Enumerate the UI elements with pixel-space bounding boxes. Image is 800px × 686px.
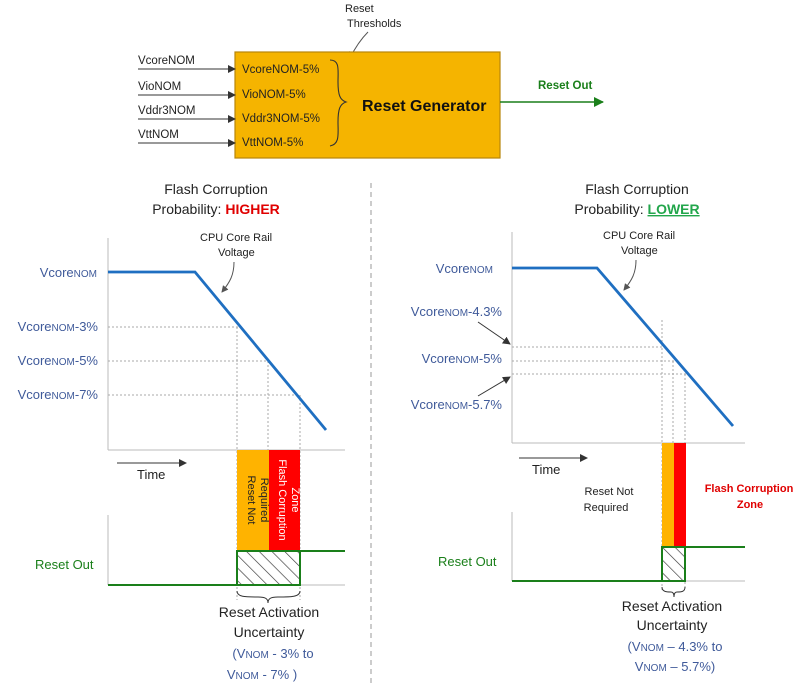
right-panel: Flash Corruption Probability: LOWER CPU …	[411, 181, 794, 674]
left-zone-not-required-line2: Required	[258, 478, 270, 523]
right-zone-not-required	[662, 443, 674, 546]
right-zone-corruption-line1: Flash Corruption	[705, 483, 794, 495]
left-heading-line1: Flash Corruption	[164, 181, 268, 197]
left-uncertainty-brace	[236, 590, 301, 604]
left-heading-line2: Probability: HIGHER	[152, 201, 280, 217]
right-curve-note-line1: CPU Core Rail	[603, 230, 675, 242]
threshold-vcore: VcoreNOM-5%	[242, 64, 319, 76]
left-range-line2: VNOM - 7% )	[227, 667, 297, 682]
left-level-3pct: VcoreNOM-3%	[18, 319, 99, 334]
input-label-vcore: VcoreNOM	[138, 55, 195, 67]
threshold-vtt: VttNOM-5%	[242, 137, 303, 149]
right-zone-corruption	[674, 443, 686, 546]
right-range-line2: VNOM – 5.7%)	[635, 659, 715, 674]
right-uncertainty-line1: Reset Activation	[622, 598, 722, 614]
left-level-5pct: VcoreNOM-5%	[18, 353, 99, 368]
left-uncertainty-hatch	[236, 550, 301, 586]
right-level-57pct: VcoreNOM-5.7%	[411, 397, 503, 412]
right-range-line1: (VNOM – 4.3% to	[628, 639, 723, 654]
reset-thresholds-note-line2: Thresholds	[347, 18, 402, 30]
reset-out-label-top: Reset Out	[538, 80, 592, 92]
left-range-line1: (VNOM - 3% to	[232, 646, 313, 661]
left-panel: Flash Corruption Probability: HIGHER CPU…	[18, 181, 345, 682]
left-curve-note-arrow	[221, 261, 235, 293]
right-curve-note-arrow	[623, 259, 637, 291]
left-uncertainty-line2: Uncertainty	[234, 624, 305, 640]
left-curve-note-line2: Voltage	[218, 247, 255, 259]
right-heading-line1: Flash Corruption	[585, 181, 689, 197]
input-label-vddr3: Vddr3NOM	[138, 105, 196, 117]
right-label-arrow-43pct	[477, 321, 511, 345]
reset-thresholds-note-line1: Reset	[345, 3, 374, 15]
left-zone-corruption-line2: Zone	[289, 487, 301, 512]
left-level-nom: VcoreNOM	[40, 265, 97, 280]
right-probability-value: LOWER	[648, 201, 700, 217]
right-heading-line2: Probability: LOWER	[574, 201, 699, 217]
left-level-7pct: VcoreNOM-7%	[18, 387, 99, 402]
right-uncertainty-hatch	[661, 546, 686, 582]
threshold-vddr3: Vddr3NOM-5%	[242, 113, 320, 125]
reset-generator-box	[234, 51, 501, 159]
left-probability-value: HIGHER	[225, 201, 279, 217]
left-reset-out-label: Reset Out	[35, 557, 94, 572]
right-uncertainty-brace	[661, 586, 686, 598]
right-zone-not-required-line1: Reset Not	[585, 486, 634, 498]
left-zone-corruption-line1: Flash Corruption	[276, 459, 288, 540]
left-time-label: Time	[137, 467, 165, 482]
right-zone-corruption-line2: Zone	[737, 499, 763, 511]
right-reset-out-label: Reset Out	[438, 554, 497, 569]
right-curve-note-line2: Voltage	[621, 245, 658, 257]
right-uncertainty-line2: Uncertainty	[637, 617, 708, 633]
right-voltage-curve	[512, 266, 735, 427]
right-zone-not-required-line2: Required	[584, 502, 629, 514]
left-voltage-curve	[108, 270, 328, 431]
right-level-5pct: VcoreNOM-5%	[422, 351, 503, 366]
left-zone-not-required-line1: Reset Not	[245, 476, 257, 525]
left-zone-corruption	[269, 450, 300, 550]
left-curve-note-line1: CPU Core Rail	[200, 232, 272, 244]
left-zone-not-required	[237, 450, 269, 550]
reset-generator-block: Reset Thresholds VcoreNOM VioNOM Vddr3NO…	[138, 3, 604, 159]
left-uncertainty-line1: Reset Activation	[219, 604, 319, 620]
right-level-43pct: VcoreNOM-4.3%	[411, 304, 503, 319]
input-label-vio: VioNOM	[138, 81, 181, 93]
right-label-arrow-57pct	[477, 376, 511, 397]
reset-generator-title: Reset Generator	[362, 98, 487, 115]
right-time-label: Time	[532, 462, 560, 477]
threshold-vio: VioNOM-5%	[242, 89, 306, 101]
right-level-nom: VcoreNOM	[436, 261, 493, 276]
input-label-vtt: VttNOM	[138, 129, 179, 141]
threshold-brace	[329, 59, 348, 147]
